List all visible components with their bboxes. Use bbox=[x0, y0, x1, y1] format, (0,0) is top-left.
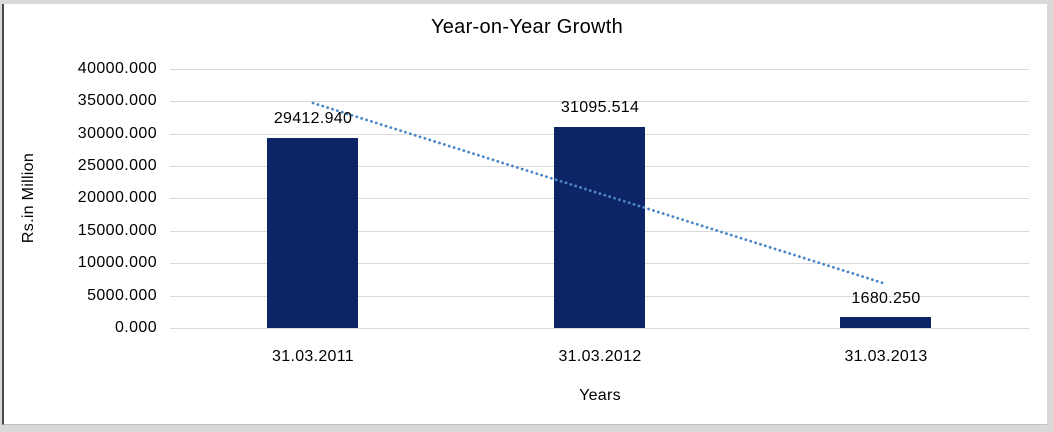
y-axis-title: Rs.in Million bbox=[20, 152, 37, 244]
y-tick-label: 35000.000 bbox=[77, 92, 157, 109]
y-tick-label: 40000.000 bbox=[77, 60, 157, 77]
bar-31-03-2013 bbox=[840, 317, 931, 328]
gridline bbox=[170, 101, 1029, 102]
gridline bbox=[170, 328, 1029, 329]
chart-title: Year-on-Year Growth bbox=[430, 16, 624, 38]
gridline bbox=[170, 69, 1029, 70]
data-label: 1680.250 bbox=[851, 290, 921, 307]
y-tick-label: 25000.000 bbox=[77, 157, 157, 174]
data-label: 31095.514 bbox=[560, 99, 640, 116]
y-tick-label: 0.000 bbox=[114, 319, 157, 336]
y-tick-label: 10000.000 bbox=[77, 254, 157, 271]
x-axis-title: Years bbox=[579, 387, 621, 404]
y-tick-label: 15000.000 bbox=[77, 222, 157, 239]
y-tick-label: 30000.000 bbox=[77, 125, 157, 142]
y-tick-label: 20000.000 bbox=[77, 189, 157, 206]
x-tick-label: 31.03.2013 bbox=[844, 348, 928, 365]
y-tick-label: 5000.000 bbox=[87, 287, 157, 304]
x-tick-label: 31.03.2012 bbox=[558, 348, 642, 365]
data-label: 29412.940 bbox=[273, 110, 353, 127]
bar-31-03-2011 bbox=[267, 138, 358, 328]
x-tick-label: 31.03.2011 bbox=[272, 348, 354, 365]
bar-31-03-2012 bbox=[554, 127, 645, 328]
